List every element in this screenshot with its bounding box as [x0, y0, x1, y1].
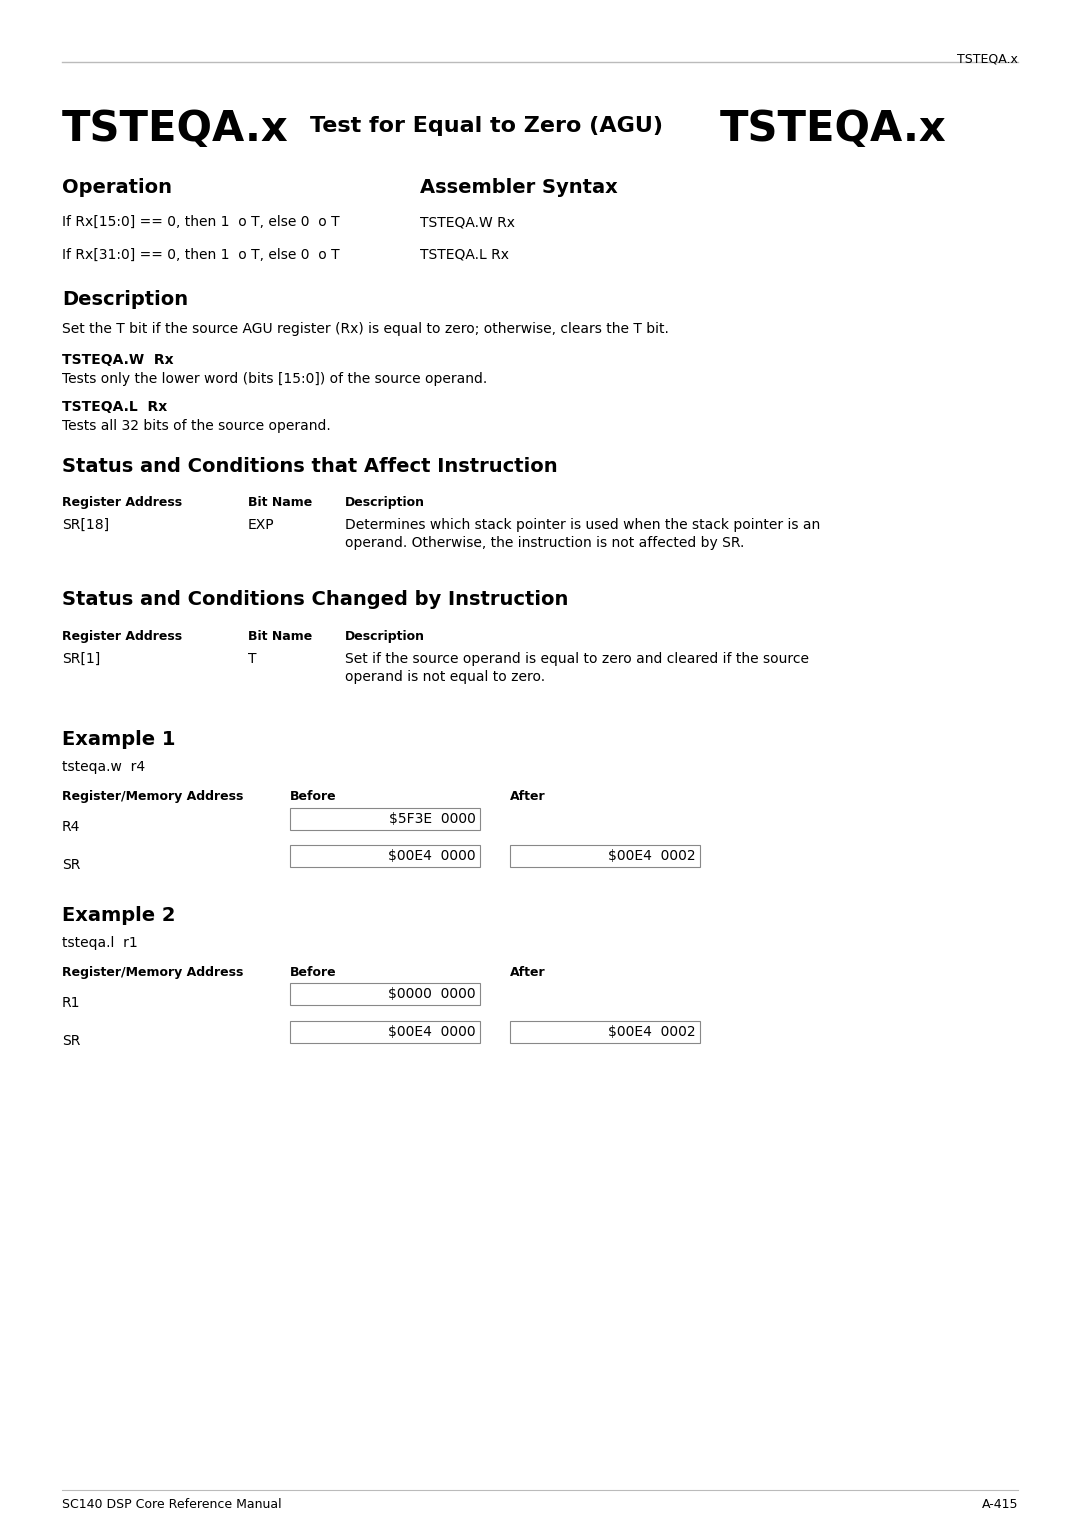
- Text: If Rx[15:0] == 0, then 1  o T, else 0  o T: If Rx[15:0] == 0, then 1 o T, else 0 o T: [62, 215, 339, 229]
- Text: Example 2: Example 2: [62, 906, 175, 924]
- Text: Test for Equal to Zero (AGU): Test for Equal to Zero (AGU): [310, 116, 663, 136]
- Bar: [291, 1021, 480, 1044]
- Text: After: After: [510, 790, 545, 804]
- Text: R4: R4: [62, 821, 80, 834]
- Text: Before: Before: [291, 966, 337, 979]
- Text: Bit Name: Bit Name: [248, 630, 312, 643]
- Bar: [291, 808, 480, 830]
- Text: SR[1]: SR[1]: [62, 652, 100, 666]
- Text: Tests all 32 bits of the source operand.: Tests all 32 bits of the source operand.: [62, 419, 330, 432]
- Text: Example 1: Example 1: [62, 730, 175, 749]
- Text: Operation: Operation: [62, 177, 172, 197]
- Text: TSTEQA.L Rx: TSTEQA.L Rx: [420, 248, 509, 261]
- Text: $0000  0000: $0000 0000: [389, 987, 476, 1001]
- Text: Status and Conditions Changed by Instruction: Status and Conditions Changed by Instruc…: [62, 590, 568, 610]
- Text: $00E4  0002: $00E4 0002: [608, 850, 696, 863]
- Text: EXP: EXP: [248, 518, 274, 532]
- Text: Determines which stack pointer is used when the stack pointer is an: Determines which stack pointer is used w…: [345, 518, 820, 532]
- Text: Description: Description: [345, 497, 426, 509]
- Text: Register Address: Register Address: [62, 497, 183, 509]
- Text: TSTEQA.L  Rx: TSTEQA.L Rx: [62, 400, 167, 414]
- Text: TSTEQA.x: TSTEQA.x: [957, 52, 1018, 66]
- Text: After: After: [510, 966, 545, 979]
- Text: Set if the source operand is equal to zero and cleared if the source: Set if the source operand is equal to ze…: [345, 652, 809, 666]
- Bar: [510, 1021, 700, 1044]
- Text: $00E4  0002: $00E4 0002: [608, 1025, 696, 1039]
- Bar: [291, 983, 480, 1005]
- Text: Register Address: Register Address: [62, 630, 183, 643]
- Text: SR: SR: [62, 1034, 80, 1048]
- Text: Register/Memory Address: Register/Memory Address: [62, 790, 243, 804]
- Text: $00E4  0000: $00E4 0000: [389, 850, 476, 863]
- Text: TSTEQA.W  Rx: TSTEQA.W Rx: [62, 353, 174, 367]
- Text: tsteqa.w  r4: tsteqa.w r4: [62, 759, 145, 775]
- Text: tsteqa.l  r1: tsteqa.l r1: [62, 937, 138, 950]
- Text: $00E4  0000: $00E4 0000: [389, 1025, 476, 1039]
- Text: operand. Otherwise, the instruction is not affected by SR.: operand. Otherwise, the instruction is n…: [345, 536, 744, 550]
- Text: If Rx[31:0] == 0, then 1  o T, else 0  o T: If Rx[31:0] == 0, then 1 o T, else 0 o T: [62, 248, 339, 261]
- Text: Status and Conditions that Affect Instruction: Status and Conditions that Affect Instru…: [62, 457, 557, 477]
- Text: Tests only the lower word (bits [15:0]) of the source operand.: Tests only the lower word (bits [15:0]) …: [62, 371, 487, 387]
- Bar: [510, 845, 700, 866]
- Text: SC140 DSP Core Reference Manual: SC140 DSP Core Reference Manual: [62, 1497, 282, 1511]
- Text: $5F3E  0000: $5F3E 0000: [389, 811, 476, 827]
- Text: TSTEQA.x: TSTEQA.x: [720, 108, 947, 150]
- Text: A-415: A-415: [982, 1497, 1018, 1511]
- Text: operand is not equal to zero.: operand is not equal to zero.: [345, 669, 545, 685]
- Text: Description: Description: [62, 290, 188, 309]
- Text: R1: R1: [62, 996, 81, 1010]
- Text: SR[18]: SR[18]: [62, 518, 109, 532]
- Text: Bit Name: Bit Name: [248, 497, 312, 509]
- Text: SR: SR: [62, 859, 80, 872]
- Text: TSTEQA.x: TSTEQA.x: [62, 108, 288, 150]
- Text: TSTEQA.W Rx: TSTEQA.W Rx: [420, 215, 515, 229]
- Text: Assembler Syntax: Assembler Syntax: [420, 177, 618, 197]
- Bar: [291, 845, 480, 866]
- Text: Before: Before: [291, 790, 337, 804]
- Text: Set the T bit if the source AGU register (Rx) is equal to zero; otherwise, clear: Set the T bit if the source AGU register…: [62, 322, 669, 336]
- Text: T: T: [248, 652, 257, 666]
- Text: Description: Description: [345, 630, 426, 643]
- Text: Register/Memory Address: Register/Memory Address: [62, 966, 243, 979]
